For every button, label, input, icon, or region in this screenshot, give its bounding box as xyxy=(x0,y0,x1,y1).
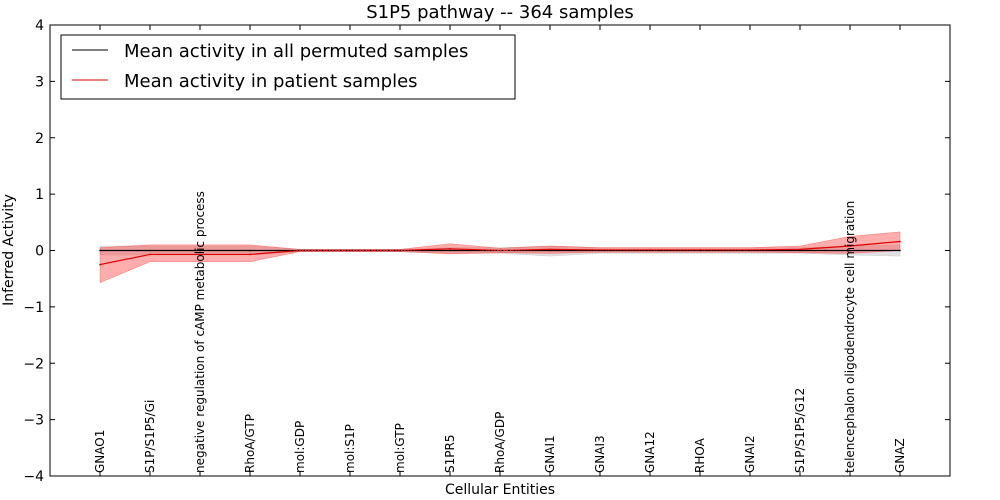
point-series-1-10 xyxy=(599,249,601,251)
point-series-1-14 xyxy=(799,248,801,251)
x-tick-label-4: mol:GDP xyxy=(293,421,307,473)
x-tick-label-14: S1P/S1P5/G12 xyxy=(793,388,807,473)
point-series-1-4 xyxy=(299,249,301,252)
y-tick-label-0: −4 xyxy=(23,469,44,485)
point-series-1-2 xyxy=(199,253,201,256)
point-series-1-15 xyxy=(849,245,851,247)
series-lines xyxy=(99,240,901,266)
point-series-1-13 xyxy=(749,249,751,251)
point-series-0-16 xyxy=(899,249,901,252)
point-series-1-0 xyxy=(99,263,101,266)
y-axis-label: Inferred Activity xyxy=(1,194,17,306)
y-tick-label-5: 1 xyxy=(35,187,44,203)
point-series-1-16 xyxy=(899,240,901,243)
x-tick-label-9: GNAI1 xyxy=(543,435,557,473)
y-axis-ticks: −4 −3 −2 −1 0 1 2 3 4 xyxy=(23,18,950,485)
x-tick-label-3: RhoA/GTP xyxy=(243,414,257,473)
y-tick-label-1: −3 xyxy=(23,413,44,429)
x-tick-label-8: RhoA/GDP xyxy=(493,412,507,473)
x-axis-label: Cellular Entities xyxy=(445,482,555,498)
y-tick-label-8: 4 xyxy=(35,18,44,34)
y-tick-label-2: −2 xyxy=(23,356,44,372)
point-series-0-7 xyxy=(449,249,451,252)
x-tick-label-7: S1PR5 xyxy=(443,435,457,473)
y-tick-label-7: 3 xyxy=(35,74,44,90)
x-tick-label-11: GNA12 xyxy=(643,431,657,473)
x-tick-label-6: mol:GTP xyxy=(393,423,407,473)
legend: Mean activity in all permuted samples Me… xyxy=(60,34,516,100)
x-tick-label-5: mol:S1P xyxy=(343,424,357,473)
y-tick-label-4: 0 xyxy=(35,244,44,260)
point-series-1-1 xyxy=(149,253,151,256)
x-tick-label-16: GNAZ xyxy=(893,438,907,473)
point-series-0-1 xyxy=(149,249,151,252)
legend-box xyxy=(60,34,516,100)
legend-label-patient: Mean activity in patient samples xyxy=(124,71,418,92)
point-series-1-3 xyxy=(249,253,251,256)
chart-title: S1P5 pathway -- 364 samples xyxy=(366,2,634,23)
x-axis-ticks: GNAO1 S1P/S1P5/Gi negative regulation of c… xyxy=(93,25,907,476)
x-tick-label-2: negative regulation of cAMP metabolic pr… xyxy=(193,191,207,473)
point-series-1-7 xyxy=(449,248,451,250)
x-tick-label-15: telencephalon oligodendrocyte cell migra… xyxy=(843,201,857,473)
point-series-1-9 xyxy=(549,248,551,251)
y-tick-label-6: 2 xyxy=(35,131,44,147)
x-tick-label-12: RHOA xyxy=(693,437,707,473)
x-tick-label-10: GNAI3 xyxy=(593,435,607,473)
legend-label-permuted: Mean activity in all permuted samples xyxy=(124,41,468,62)
x-tick-label-0: GNAO1 xyxy=(93,430,107,473)
y-tick-label-3: −1 xyxy=(23,300,44,316)
x-tick-label-1: S1P/S1P5/Gi xyxy=(143,400,157,473)
x-tick-label-13: GNAI2 xyxy=(743,435,757,473)
